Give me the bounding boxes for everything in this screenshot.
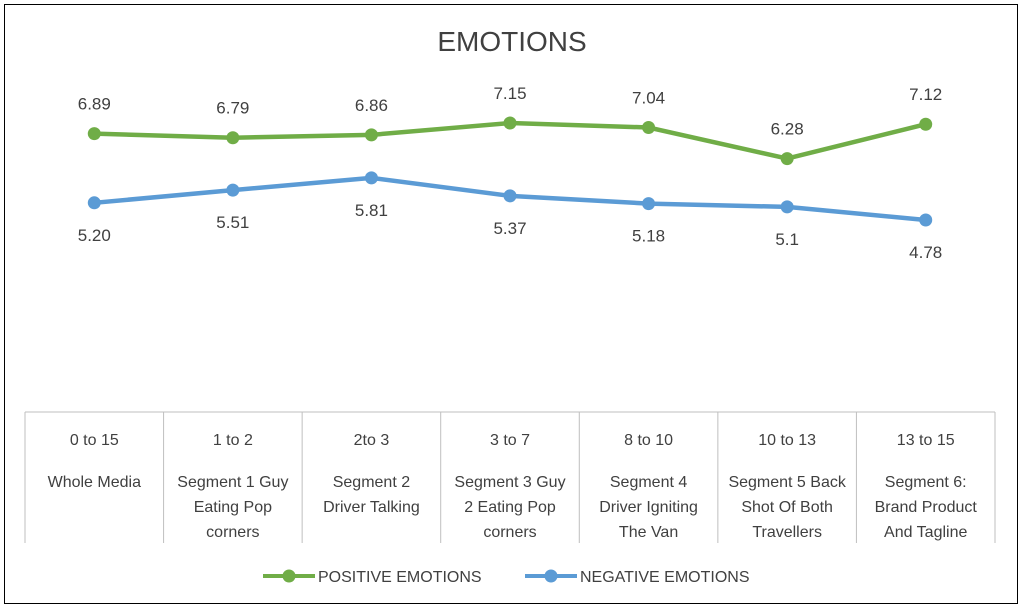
data-label-negative: 5.20 [78, 226, 111, 245]
data-point-positive [364, 128, 378, 142]
data-label-negative: 5.1 [775, 230, 799, 249]
category-range-label: 10 to 13 [758, 432, 816, 449]
legend: POSITIVE EMOTIONS NEGATIVE EMOTIONS [263, 569, 750, 586]
category-description-line: corners [206, 524, 259, 541]
data-label-negative: 5.18 [632, 227, 665, 246]
category-description-line: Driver Igniting [599, 499, 698, 516]
data-labels: 6.89 6.79 6.86 7.15 7.04 6.28 7.12 5.20 5.51 5.81… [78, 84, 943, 262]
data-point-negative [226, 183, 240, 197]
category-description-line: Whole Media [48, 474, 141, 491]
data-point-positive [780, 152, 794, 166]
data-label-positive: 7.04 [632, 89, 665, 108]
category-description-line: 2 Eating Pop [464, 499, 556, 516]
category-range-label: 8 to 10 [624, 432, 673, 449]
category-description-line: Segment 6: [885, 474, 967, 491]
emotions-line-chart: EMOTIONS 0 to 15 Whole Media 1 to 2 Segment… [24, 26, 996, 586]
category-description-line: Segment 3 Guy [454, 474, 565, 491]
category-description-line: Travellers [752, 524, 822, 541]
legend-swatch-marker [544, 569, 558, 583]
category-range-label: 1 to 2 [213, 432, 253, 449]
data-point-positive [503, 116, 517, 130]
category-description-line: The Van [619, 524, 678, 541]
category-description-line: Brand Product [875, 499, 978, 516]
data-point-negative [364, 171, 378, 185]
data-point-negative [919, 213, 933, 227]
chart-frame: EMOTIONS 0 to 15 Whole Media 1 to 2 Segment… [4, 4, 1018, 604]
data-point-positive [642, 121, 656, 135]
legend-label: NEGATIVE EMOTIONS [580, 569, 750, 586]
data-point-negative [642, 197, 656, 211]
category-description-line: Segment 2 [333, 474, 410, 491]
data-point-negative [780, 200, 794, 214]
data-label-positive: 6.79 [216, 99, 249, 118]
series-lines [87, 116, 933, 227]
category-description-line: And Tagline [884, 524, 967, 541]
category-description-line: Eating Pop [194, 499, 272, 516]
category-range-label: 0 to 15 [70, 432, 119, 449]
chart-title: EMOTIONS [437, 26, 586, 57]
data-point-positive [919, 117, 933, 131]
category-description-line: Segment 1 Guy [177, 474, 288, 491]
legend-swatch-marker [282, 569, 296, 583]
data-label-negative: 5.51 [216, 213, 249, 232]
category-table: 0 to 15 Whole Media 1 to 2 Segment 1 Guy Eat… [24, 411, 996, 543]
category-description-line: Shot Of Both [741, 499, 833, 516]
data-point-positive [226, 131, 240, 145]
category-range-label: 13 to 15 [897, 432, 955, 449]
category-range-label: 3 to 7 [490, 432, 530, 449]
data-label-positive: 6.86 [355, 96, 388, 115]
category-description-line: Segment 5 Back [728, 474, 846, 491]
data-label-positive: 7.15 [493, 84, 526, 103]
category-range-label: 2to 3 [354, 432, 390, 449]
category-description-line: Segment 4 [610, 474, 687, 491]
data-label-negative: 5.37 [493, 219, 526, 238]
data-point-negative [87, 196, 101, 210]
data-point-negative [503, 189, 517, 203]
data-label-negative: 5.81 [355, 201, 388, 220]
data-label-positive: 7.12 [909, 85, 942, 104]
legend-label: POSITIVE EMOTIONS [318, 569, 482, 586]
category-description-line: corners [483, 524, 536, 541]
data-label-negative: 4.78 [909, 243, 942, 262]
data-label-positive: 6.89 [78, 95, 111, 114]
data-label-positive: 6.28 [771, 120, 804, 139]
data-point-positive [87, 127, 101, 141]
category-description-line: Driver Talking [323, 499, 420, 516]
